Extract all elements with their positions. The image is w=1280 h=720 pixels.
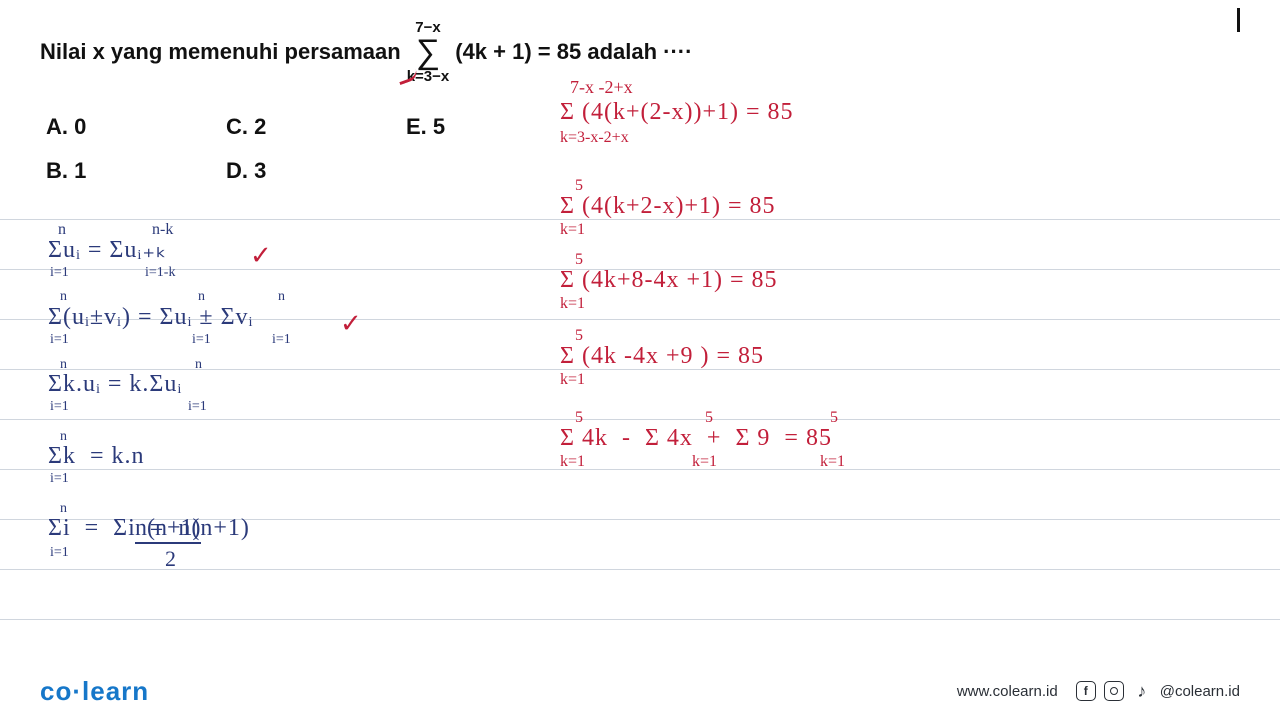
brand-learn: learn — [82, 676, 149, 706]
blue-l1-sub-right: i=1-k — [145, 266, 175, 280]
blue-l1-sub-left: i=1 — [50, 266, 69, 280]
footer-right: www.colearn.id f ♪ @colearn.id — [957, 681, 1240, 701]
red-r2: Σ (4(k+2-x)+1) = 85 — [560, 194, 776, 218]
brand-co: co — [40, 676, 72, 706]
blue-top-n: n — [58, 222, 66, 238]
choice-e: E. 5 — [406, 114, 586, 140]
red-r2-sub: k=1 — [560, 222, 585, 238]
blue-l2-top-mid: n — [198, 290, 205, 304]
blue-l5-num: n(n+1) — [135, 516, 201, 544]
blue-l3-sub2: i=1 — [188, 400, 207, 414]
blue-line3: Σk.uᵢ = k.Σuᵢ — [48, 372, 182, 396]
blue-l4-top: n — [60, 430, 67, 444]
blue-line2: Σ(uᵢ±vᵢ) = Σuᵢ ± Σvᵢ — [48, 305, 253, 329]
red-r5-top3: 5 — [830, 410, 838, 426]
red-r5: Σ 4k - Σ 4x + Σ 9 = 85 — [560, 426, 832, 450]
red-r0: 7-x -2+x — [570, 78, 633, 96]
red-r3-sub: k=1 — [560, 296, 585, 312]
social-icons: f ♪ @colearn.id — [1076, 681, 1240, 701]
blue-l2-top-left: n — [60, 290, 67, 304]
blue-l5-top: n — [60, 502, 67, 516]
red-r1-sub: k=3-x-2+x — [560, 130, 629, 146]
choice-a: A. 0 — [46, 114, 226, 140]
blue-l2-sub3: i=1 — [272, 333, 291, 347]
red-r3-top: 5 — [575, 252, 583, 268]
blue-line4: Σk = k.n — [48, 444, 145, 468]
red-r5-top2: 5 — [705, 410, 713, 426]
check-icon-2: ✓ — [340, 308, 362, 336]
check-icon-1: ✓ — [250, 240, 272, 268]
red-r5-sub1: k=1 — [560, 454, 585, 470]
red-r5-top1: 5 — [575, 410, 583, 426]
red-r2-top: 5 — [575, 178, 583, 194]
ruled-lines — [0, 170, 1280, 660]
blue-l3-sub1: i=1 — [50, 400, 69, 414]
choice-c: C. 2 — [226, 114, 406, 140]
red-r4-top: 5 — [575, 328, 583, 344]
red-r4: Σ (4k -4x +9 ) = 85 — [560, 344, 764, 368]
blue-l2-top-right: n — [278, 290, 285, 304]
blue-l2-sub2: i=1 — [192, 333, 211, 347]
instagram-icon — [1104, 681, 1124, 701]
blue-l4-sub: i=1 — [50, 472, 69, 486]
blue-line1: Σuᵢ = Σuᵢ₊ₖ — [48, 238, 167, 262]
brand-logo: co·learn — [40, 676, 149, 707]
facebook-icon: f — [1076, 681, 1096, 701]
tiktok-icon: ♪ — [1132, 681, 1152, 701]
blue-l2-sub1: i=1 — [50, 333, 69, 347]
decorative-mark — [1237, 8, 1240, 32]
sigma-symbol: ∑ — [416, 35, 440, 69]
question-lead: Nilai x yang memenuhi persamaan — [40, 39, 401, 65]
blue-top-nk: n-k — [152, 222, 173, 238]
blue-l5-sub: i=1 — [50, 546, 69, 560]
red-r5-sub2: k=1 — [692, 454, 717, 470]
footer-bar: co·learn www.colearn.id f ♪ @colearn.id — [0, 662, 1280, 720]
red-r5-sub3: k=1 — [820, 454, 845, 470]
red-r4-sub: k=1 — [560, 372, 585, 388]
red-r3: Σ (4k+8-4x +1) = 85 — [560, 268, 778, 292]
question-body: (4k + 1) = 85 adalah ···· — [455, 39, 692, 65]
question-row: Nilai x yang memenuhi persamaan 7−x ∑ k=… — [40, 20, 1240, 84]
blue-l3-top1: n — [60, 358, 67, 372]
blue-l5-den: 2 — [165, 548, 176, 570]
red-r1: Σ (4(k+(2-x))+1) = 85 — [560, 100, 794, 124]
blue-l3-top2: n — [195, 358, 202, 372]
footer-url: www.colearn.id — [957, 683, 1058, 700]
footer-handle: @colearn.id — [1160, 683, 1240, 700]
